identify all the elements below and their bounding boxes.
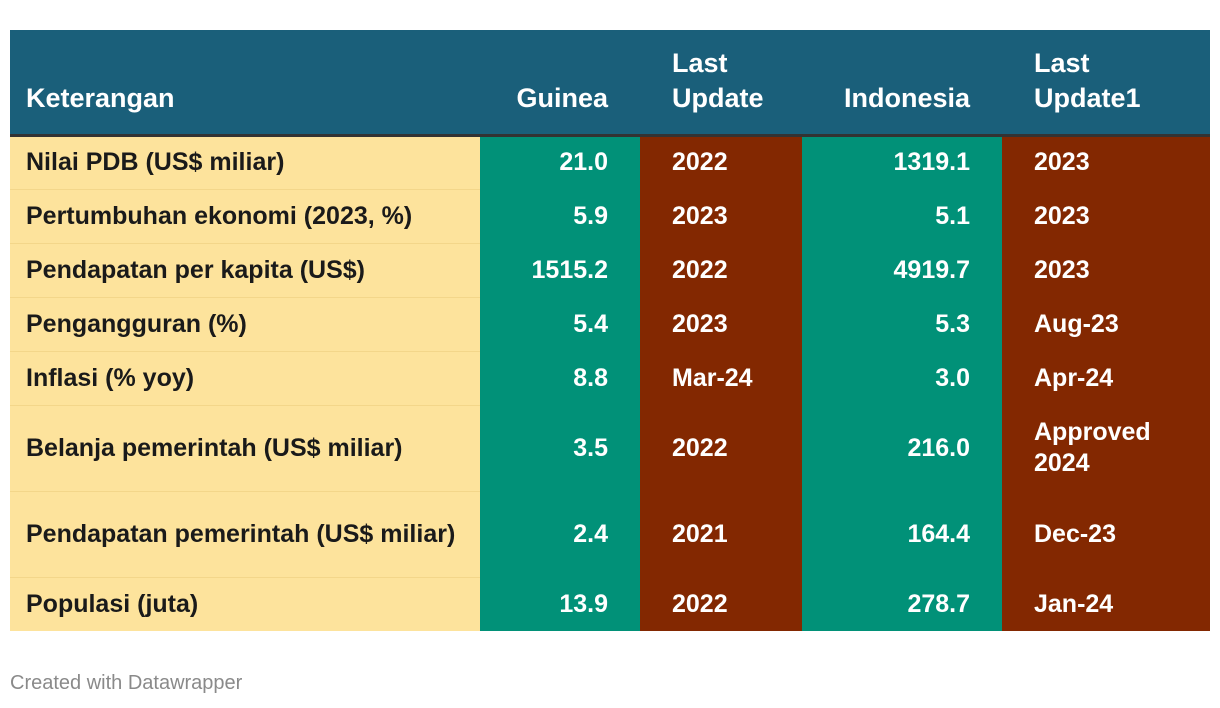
cell-label: Belanja pemerintah (US$ miliar) xyxy=(10,405,480,492)
header-keterangan-line-1: Keterangan xyxy=(26,82,175,113)
data-table-container: Keterangan Guinea Last Update Indonesia … xyxy=(10,30,1210,631)
cell-indonesia: 4919.7 xyxy=(802,243,1002,297)
cell-last-update1: Dec-23 xyxy=(1002,491,1210,577)
cell-guinea: 3.5 xyxy=(480,405,640,491)
header-last-update1-line-1: Last xyxy=(1034,47,1090,78)
cell-last-update: 2022 xyxy=(640,577,802,631)
cell-indonesia: 278.7 xyxy=(802,577,1002,631)
cell-last-update: 2022 xyxy=(640,243,802,297)
cell-last-update1: Approved 2024 xyxy=(1002,405,1210,491)
cell-indonesia: 5.1 xyxy=(802,189,1002,243)
header-last-update1-line-2: Update1 xyxy=(1034,82,1141,113)
cell-last-update1: 2023 xyxy=(1002,189,1210,243)
table-row: Pertumbuhan ekonomi (2023, %) 5.9 2023 5… xyxy=(10,189,1210,244)
cell-guinea: 8.8 xyxy=(480,351,640,405)
table-body: Nilai PDB (US$ miliar) 21.0 2022 1319.1 … xyxy=(10,135,1210,631)
datawrapper-credit[interactable]: Created with Datawrapper xyxy=(10,672,243,694)
cell-label: Inflasi (% yoy) xyxy=(10,351,480,406)
cell-last-update1: 2023 xyxy=(1002,243,1210,297)
header-indonesia[interactable]: Indonesia xyxy=(802,30,1002,137)
header-last-update1[interactable]: Last Update1 xyxy=(1002,30,1210,137)
table-row: Pengangguran (%) 5.4 2023 5.3 Aug-23 xyxy=(10,297,1210,352)
table-row: Inflasi (% yoy) 8.8 Mar-24 3.0 Apr-24 xyxy=(10,351,1210,406)
header-guinea[interactable]: Guinea xyxy=(480,30,640,137)
cell-last-update: 2023 xyxy=(640,297,802,351)
cell-last-update: 2023 xyxy=(640,189,802,243)
cell-label: Pertumbuhan ekonomi (2023, %) xyxy=(10,189,480,244)
header-last-update[interactable]: Last Update xyxy=(640,30,802,137)
cell-guinea: 1515.2 xyxy=(480,243,640,297)
table-row: Populasi (juta) 13.9 2022 278.7 Jan-24 xyxy=(10,577,1210,631)
table-header: Keterangan Guinea Last Update Indonesia … xyxy=(10,30,1210,137)
data-table: Keterangan Guinea Last Update Indonesia … xyxy=(10,30,1210,631)
cell-guinea: 21.0 xyxy=(480,135,640,189)
cell-guinea: 2.4 xyxy=(480,491,640,577)
cell-last-update1: Apr-24 xyxy=(1002,351,1210,405)
cell-guinea: 5.9 xyxy=(480,189,640,243)
header-keterangan[interactable]: Keterangan xyxy=(10,30,480,137)
cell-last-update: Mar-24 xyxy=(640,351,802,405)
cell-guinea: 13.9 xyxy=(480,577,640,631)
cell-label: Pendapatan pemerintah (US$ miliar) xyxy=(10,491,480,578)
table-row: Belanja pemerintah (US$ miliar) 3.5 2022… xyxy=(10,405,1210,492)
cell-label: Pendapatan per kapita (US$) xyxy=(10,243,480,298)
cell-last-update1: Jan-24 xyxy=(1002,577,1210,631)
table-row: Pendapatan per kapita (US$) 1515.2 2022 … xyxy=(10,243,1210,298)
table-row: Pendapatan pemerintah (US$ miliar) 2.4 2… xyxy=(10,491,1210,578)
cell-indonesia: 216.0 xyxy=(802,405,1002,491)
header-row: Keterangan Guinea Last Update Indonesia … xyxy=(10,30,1210,137)
cell-label: Pengangguran (%) xyxy=(10,297,480,352)
cell-indonesia: 1319.1 xyxy=(802,135,1002,189)
cell-label: Nilai PDB (US$ miliar) xyxy=(10,135,480,190)
cell-last-update: 2021 xyxy=(640,491,802,577)
cell-label: Populasi (juta) xyxy=(10,577,480,631)
cell-last-update1: Aug-23 xyxy=(1002,297,1210,351)
cell-last-update: 2022 xyxy=(640,135,802,189)
header-last-update-line-2: Update xyxy=(672,82,764,113)
header-last-update-line-1: Last xyxy=(672,47,728,78)
cell-last-update1: 2023 xyxy=(1002,135,1210,189)
header-indonesia-line-1: Indonesia xyxy=(843,82,970,113)
cell-indonesia: 3.0 xyxy=(802,351,1002,405)
cell-indonesia: 164.4 xyxy=(802,491,1002,577)
header-guinea-line-1: Guinea xyxy=(516,82,608,113)
cell-last-update: 2022 xyxy=(640,405,802,491)
table-row: Nilai PDB (US$ miliar) 21.0 2022 1319.1 … xyxy=(10,135,1210,190)
cell-guinea: 5.4 xyxy=(480,297,640,351)
cell-indonesia: 5.3 xyxy=(802,297,1002,351)
